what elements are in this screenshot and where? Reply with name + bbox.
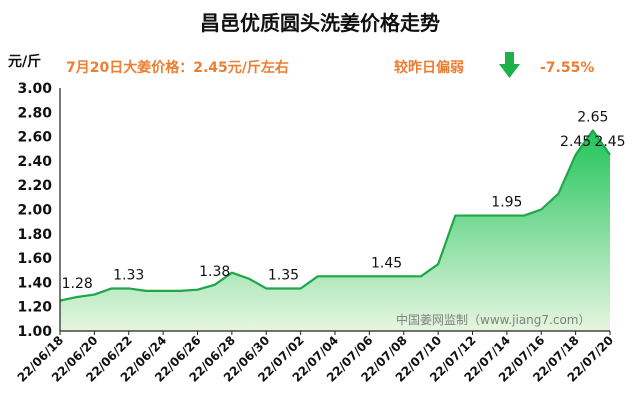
y-tick-label: 2.80 [17,105,52,121]
headline-price: 7月20日大姜价格：2.45元/斤左右 [66,59,289,76]
y-tick-label: 1.60 [17,251,52,267]
y-tick-label: 1.80 [17,227,52,243]
y-tick-label: 2.00 [17,203,52,219]
down-arrow-icon [499,52,520,78]
change-value: -7.55% [540,60,594,76]
y-tick-label: 1.40 [17,275,52,291]
y-axis-ticks: 1.00 1.20 1.40 1.60 1.80 2.00 2.20 2.40 2.60 2.80… [17,81,52,340]
price-area [60,130,610,331]
change-label: 较昨日偏弱 [394,59,464,76]
data-label: 2.65 [577,110,608,126]
data-label: 1.35 [268,267,299,283]
data-label: 1.95 [491,195,522,211]
price-line [59,129,611,302]
data-label: 1.38 [199,264,230,280]
data-label: 1.28 [62,276,93,292]
data-label: 2.45 [560,134,591,150]
data-label: 2.45 [594,134,625,150]
data-label: 1.45 [371,255,402,271]
y-tick-label: 2.60 [17,130,52,146]
y-tick-label: 2.40 [17,154,52,170]
y-tick-label: 1.20 [17,300,52,316]
x-axis-ticks: 22/06/1822/06/2022/06/2222/06/2422/06/26… [15,331,616,385]
data-labels: 1.28 1.33 1.38 1.35 1.45 1.95 2.45 2.65 2.45 [62,110,626,292]
y-axis-unit: 元/斤 [8,53,41,70]
y-tick-label: 3.00 [17,81,52,97]
data-label: 1.33 [113,267,144,283]
chart-title: 昌邑优质圆头洗姜价格走势 [200,11,440,35]
y-tick-label: 1.00 [17,324,52,340]
watermark: 中国姜网监制（www.jiang7.com） [396,312,590,327]
y-tick-label: 2.20 [17,178,52,194]
